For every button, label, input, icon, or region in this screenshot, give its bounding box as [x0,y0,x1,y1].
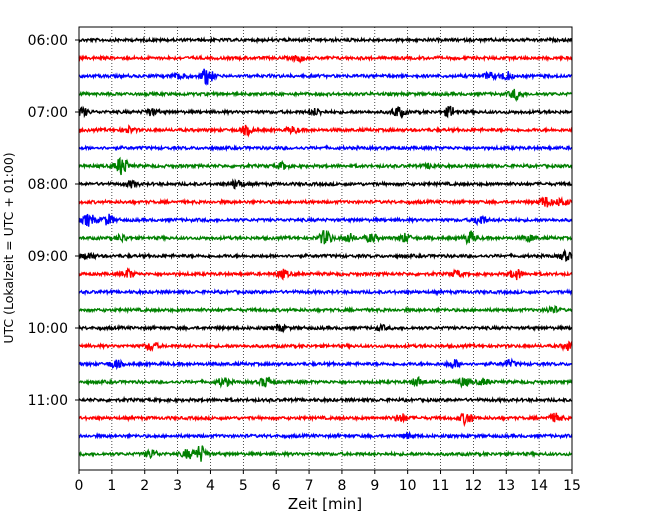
trace-0930 [78,287,573,297]
y-tick-label-1000: 10:00 [28,321,68,337]
trace-0645 [78,88,573,103]
x-axis-ticks: 0 1 2 3 4 5 6 7 8 9 10 11 12 13 14 15 [75,470,581,494]
x-tick-label-4: 4 [206,478,215,494]
trace-0700 [78,105,573,120]
y-axis-ticks: 06:00 07:00 08:00 09:00 10:00 11:00 [28,33,79,409]
x-tick-label-14: 14 [530,478,548,494]
x-tick-label-5: 5 [239,478,248,494]
x-tick-label-2: 2 [140,478,149,494]
y-tick-label-0600: 06:00 [28,33,68,49]
trace-0815 [78,196,573,208]
trace-1015 [78,340,573,352]
trace-0715 [78,124,573,138]
vertical-gridlines [111,27,540,470]
trace-1045 [78,375,573,389]
trace-1100 [78,395,573,405]
seismogram-traces [78,35,573,462]
trace-1130 [78,430,573,441]
y-tick-label-0800: 08:00 [28,177,68,193]
y-tick-label-0700: 07:00 [28,105,68,121]
trace-0800 [78,178,573,190]
trace-0845 [78,230,573,246]
trace-0830 [78,213,573,227]
trace-0615 [78,53,573,64]
trace-0630 [78,68,573,86]
trace-1115 [78,412,573,428]
trace-0730 [78,144,573,152]
y-tick-label-1100: 11:00 [28,393,68,409]
trace-1000 [78,322,573,334]
x-tick-label-7: 7 [305,478,314,494]
x-tick-label-11: 11 [432,478,450,494]
x-tick-label-6: 6 [272,478,281,494]
trace-0900 [78,248,573,262]
trace-0745 [78,156,573,176]
plot-frame [78,26,573,471]
x-tick-label-10: 10 [399,478,417,494]
x-tick-label-3: 3 [173,478,182,494]
x-tick-label-15: 15 [563,478,581,494]
trace-0945 [78,304,573,315]
trace-0600 [78,35,573,45]
x-tick-label-13: 13 [497,478,515,494]
x-axis-label: Zeit [min] [288,495,362,513]
trace-1030 [78,357,573,371]
x-tick-label-0: 0 [75,478,84,494]
x-tick-label-1: 1 [107,478,116,494]
y-axis-label: UTC (Lokalzeit = UTC + 01:00) [1,152,16,343]
trace-1145 [78,445,573,462]
trace-0915 [78,266,573,281]
x-tick-label-9: 9 [370,478,379,494]
x-tick-label-8: 8 [337,478,346,494]
y-tick-label-0900: 09:00 [28,249,68,265]
x-tick-label-12: 12 [464,478,482,494]
